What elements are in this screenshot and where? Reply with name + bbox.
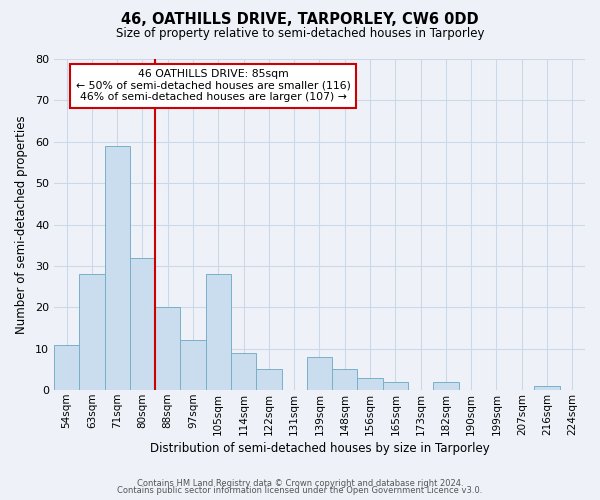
Bar <box>206 274 231 390</box>
Bar <box>155 308 181 390</box>
Y-axis label: Number of semi-detached properties: Number of semi-detached properties <box>15 116 28 334</box>
Bar <box>231 353 256 390</box>
Text: 46, OATHILLS DRIVE, TARPORLEY, CW6 0DD: 46, OATHILLS DRIVE, TARPORLEY, CW6 0DD <box>121 12 479 28</box>
Text: Size of property relative to semi-detached houses in Tarporley: Size of property relative to semi-detach… <box>116 28 484 40</box>
Bar <box>181 340 206 390</box>
Bar <box>307 357 332 390</box>
Bar <box>256 370 281 390</box>
Bar <box>130 258 155 390</box>
Bar <box>332 370 358 390</box>
Bar <box>433 382 458 390</box>
Text: 46 OATHILLS DRIVE: 85sqm
← 50% of semi-detached houses are smaller (116)
46% of : 46 OATHILLS DRIVE: 85sqm ← 50% of semi-d… <box>76 69 350 102</box>
Bar <box>383 382 408 390</box>
Text: Contains HM Land Registry data © Crown copyright and database right 2024.: Contains HM Land Registry data © Crown c… <box>137 478 463 488</box>
Text: Contains public sector information licensed under the Open Government Licence v3: Contains public sector information licen… <box>118 486 482 495</box>
Bar <box>79 274 104 390</box>
X-axis label: Distribution of semi-detached houses by size in Tarporley: Distribution of semi-detached houses by … <box>149 442 490 455</box>
Bar <box>104 146 130 390</box>
Bar <box>535 386 560 390</box>
Bar <box>358 378 383 390</box>
Bar <box>54 344 79 390</box>
